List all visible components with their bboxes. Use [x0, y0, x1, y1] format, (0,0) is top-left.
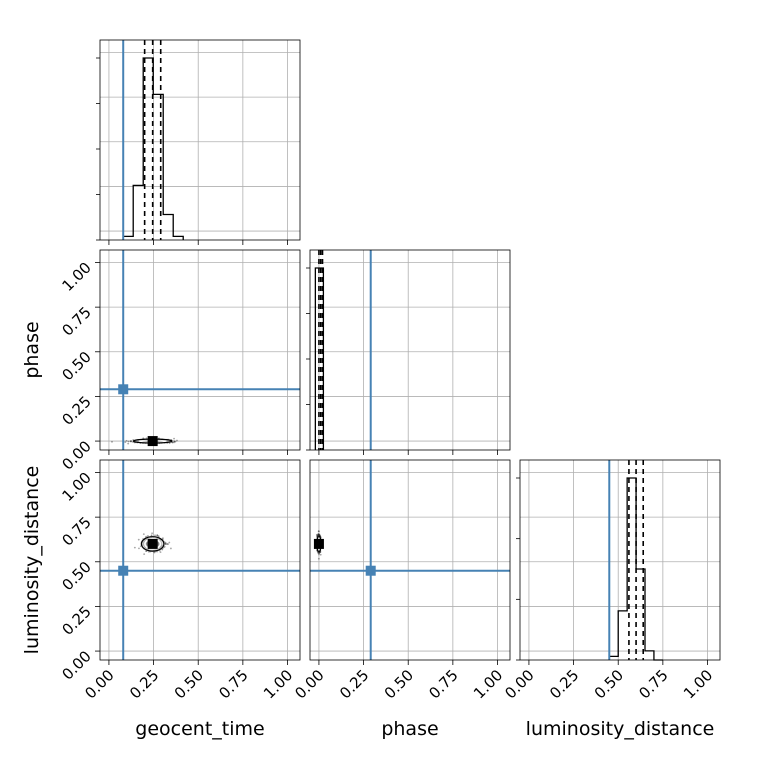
y-tick-label: 0.50	[58, 348, 94, 384]
y-tick-label: 1.00	[58, 469, 94, 505]
x-tick-label: 0.75	[215, 666, 251, 702]
sample-point	[317, 533, 320, 536]
sample-point	[150, 534, 153, 537]
sample-point	[164, 543, 167, 545]
sample-point	[124, 441, 127, 444]
panel-luminosity-distance-histogram: 0.00 0.25 0.50 0.75 1.00	[501, 459, 721, 702]
sample-point	[318, 530, 320, 533]
x-tick-label: 0.25	[546, 666, 582, 702]
sample-point	[176, 439, 178, 442]
sample-point	[151, 532, 153, 535]
sample-point	[143, 553, 146, 556]
sample-point	[167, 543, 169, 545]
x-tick-label: 0.50	[591, 666, 627, 702]
sample-point	[157, 535, 160, 537]
sample-point	[147, 534, 149, 537]
panel-border	[99, 39, 301, 241]
panel-border	[99, 249, 301, 451]
y-tick-label: 1.00	[58, 259, 94, 295]
density-contour-line	[140, 536, 165, 552]
sample-point	[129, 440, 132, 443]
panel-phase-histogram	[306, 249, 511, 455]
sample-point	[173, 440, 176, 443]
y-tick-label: 0.25	[58, 393, 94, 429]
y-tick-label: 0.25	[58, 603, 94, 639]
sample-point	[166, 543, 169, 545]
sample-point	[125, 439, 128, 442]
y-axis-label-phase: phase	[21, 321, 43, 378]
sample-point	[164, 543, 167, 545]
panel-luminosity-distance-vs-phase: 0.00 0.25 0.50 0.75 1.00	[291, 459, 511, 702]
sample-point	[174, 440, 177, 443]
sample-point	[137, 538, 140, 541]
panel-border	[309, 459, 511, 661]
density-peak-marker	[313, 538, 324, 549]
y-tick-label: 0.00	[58, 647, 94, 683]
sample-point	[170, 547, 172, 550]
sample-point	[159, 551, 162, 554]
sample-point	[173, 437, 175, 440]
sample-point	[318, 553, 320, 556]
sample-point	[316, 534, 319, 537]
panel-border	[99, 459, 301, 661]
truth-marker	[118, 565, 129, 576]
x-tick-label: 0.25	[126, 666, 162, 702]
y-tick-label: 0.75	[58, 513, 94, 549]
y-axis-label-luminosity-distance: luminosity_distance	[21, 466, 43, 655]
sample-point	[164, 541, 167, 544]
sample-point	[318, 533, 320, 536]
sample-point	[173, 441, 176, 444]
x-tick-label: 1.00	[680, 666, 716, 702]
sample-point	[171, 441, 174, 444]
truth-marker	[118, 384, 129, 395]
x-axis-label-phase: phase	[381, 718, 438, 740]
x-axis-label-geocent-time: geocent_time	[135, 718, 264, 740]
panel-phase-vs-geocent-time: 0.00 0.25 0.50 0.75 1.00	[58, 249, 301, 474]
sample-point	[319, 553, 322, 556]
sample-point	[317, 533, 320, 535]
panel-luminosity-distance-vs-geocent-time: 0.00 0.25 0.50 0.75 1.000.000.250.500.751.00	[58, 459, 301, 702]
x-tick-label: 1.00	[470, 666, 506, 702]
sample-point	[142, 533, 145, 536]
panel-border	[519, 459, 721, 661]
sample-point	[133, 546, 136, 549]
sample-point	[138, 547, 140, 550]
sample-point	[168, 442, 171, 445]
x-tick-label: 0.00	[501, 666, 537, 702]
x-tick-label: 1.00	[260, 666, 296, 702]
sample-point	[156, 534, 159, 537]
y-tick-label: 0.00	[58, 437, 94, 473]
sample-point	[317, 530, 320, 533]
x-tick-label: 0.50	[381, 666, 417, 702]
density-peak-marker	[147, 538, 158, 549]
density-peak-marker	[147, 436, 158, 447]
x-tick-label: 0.00	[291, 666, 327, 702]
sample-point	[127, 440, 130, 443]
x-tick-label: 0.75	[635, 666, 671, 702]
x-tick-label: 0.25	[336, 666, 372, 702]
x-tick-label: 0.50	[171, 666, 207, 702]
panel-geocent-time-histogram	[96, 39, 301, 245]
sample-point	[168, 541, 171, 544]
y-tick-label: 0.50	[58, 558, 94, 594]
sample-point	[156, 534, 159, 537]
sample-point	[111, 440, 113, 443]
panel-border	[309, 249, 511, 451]
sample-point	[127, 442, 130, 445]
x-tick-label: 0.00	[81, 666, 117, 702]
sample-point	[153, 551, 156, 554]
y-tick-label: 0.75	[58, 303, 94, 339]
sample-point	[315, 533, 318, 536]
x-axis-label-luminosity-distance: luminosity_distance	[526, 718, 715, 740]
sample-point	[317, 557, 320, 560]
truth-marker	[365, 565, 376, 576]
sample-point	[154, 534, 156, 537]
x-tick-label: 0.75	[425, 666, 461, 702]
sample-point	[162, 537, 164, 540]
